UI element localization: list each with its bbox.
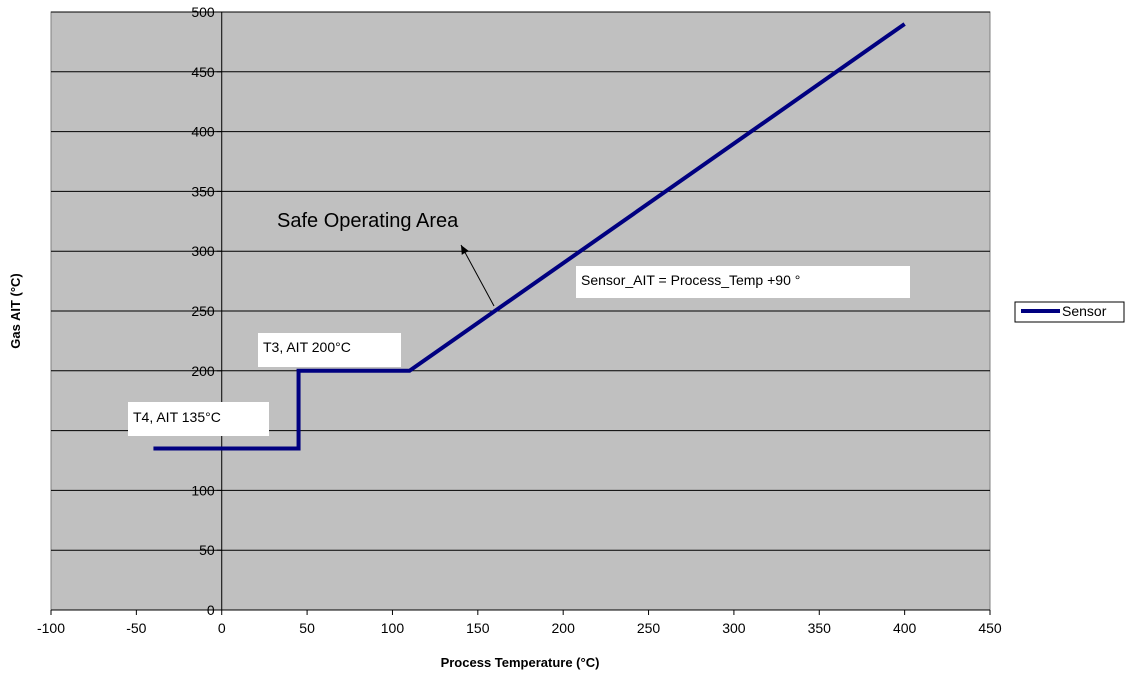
- x-tick-label: 50: [299, 620, 315, 636]
- x-tick-label: 100: [381, 620, 405, 636]
- y-tick-label: 450: [191, 64, 215, 80]
- legend-label: Sensor: [1062, 303, 1107, 319]
- x-tick-label: -50: [126, 620, 146, 636]
- x-tick-label: 450: [978, 620, 1002, 636]
- y-axis-title: Gas AIT (°C): [8, 273, 23, 349]
- y-tick-label: 0: [207, 602, 215, 618]
- y-tick-label: 100: [191, 482, 215, 498]
- x-tick-label: 0: [218, 620, 226, 636]
- y-tick-label: 500: [191, 4, 215, 20]
- legend: Sensor: [1014, 301, 1125, 323]
- annotation-box: [258, 333, 401, 367]
- x-tick-label: 400: [893, 620, 917, 636]
- annotation-box: [128, 402, 269, 436]
- annotation-text: T4, AIT 135°C: [133, 409, 221, 425]
- y-tick-label: 50: [199, 542, 215, 558]
- series-line-sensor: [153, 22, 906, 451]
- safe-operating-area-label: Safe Operating Area: [277, 210, 459, 232]
- x-ticks: -100 -50 0 50 100 150 200 250 300 350 400 450: [37, 610, 1002, 636]
- x-tick-label: 200: [552, 620, 576, 636]
- y-tick-label: 200: [191, 363, 215, 379]
- x-tick-label: 350: [808, 620, 832, 636]
- annotation-box: [576, 266, 910, 298]
- x-tick-label: 300: [722, 620, 746, 636]
- x-axis-title: Process Temperature (°C): [441, 655, 600, 670]
- y-ticks: 0 50 100 200 250 300 350 400 450 500: [191, 4, 222, 618]
- y-tick-label: 250: [191, 303, 215, 319]
- y-tick-label: 350: [191, 183, 215, 199]
- x-tick-label: 150: [466, 620, 490, 636]
- annotations: T4, AIT 135°C T3, AIT 200°C Sensor_AIT = P…: [128, 210, 910, 436]
- y-tick-label: 300: [191, 243, 215, 259]
- x-tick-label: 250: [637, 620, 661, 636]
- annotation-arrow: [460, 244, 495, 307]
- series-layer: [153, 22, 906, 451]
- annotation-text: T3, AIT 200°C: [263, 339, 351, 355]
- x-tick-label: -100: [37, 620, 65, 636]
- y-tick-label: 400: [191, 124, 215, 140]
- annotation-text: Sensor_AIT = Process_Temp +90 °: [581, 272, 800, 288]
- legend-box: [1014, 301, 1125, 323]
